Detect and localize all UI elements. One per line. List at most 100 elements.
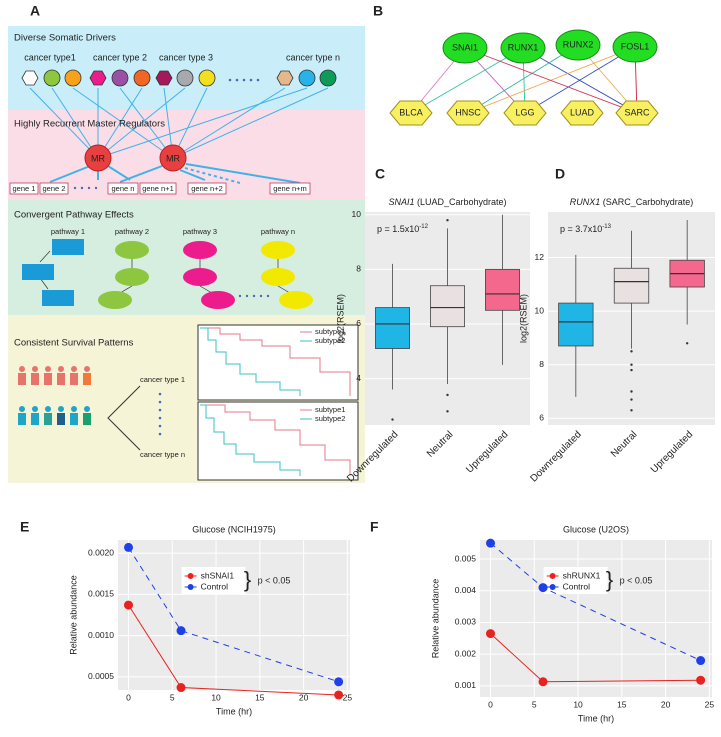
x-tick-label: Upregulated: [464, 429, 510, 475]
label: cancer type 1: [140, 375, 185, 384]
x-tick-label: 20: [661, 699, 671, 709]
km-curve: [200, 327, 351, 396]
label: cancer type 2: [93, 52, 147, 62]
data-point: [334, 690, 344, 700]
y-tick-label: 10: [352, 209, 362, 219]
label: pathway n: [261, 227, 295, 236]
panel-label: D: [555, 166, 565, 182]
regulator-node: [84, 144, 112, 172]
legend-label: shSNAI1: [201, 570, 235, 580]
title-rest: (SARC_Carbohydrate): [600, 197, 693, 207]
x-tick-label: 15: [255, 692, 265, 702]
y-tick-label: 0.004: [455, 585, 477, 595]
panel-label: B: [373, 3, 383, 19]
patient-icons: [18, 366, 91, 425]
section-title: Diverse Somatic Drivers: [14, 33, 116, 44]
y-tick-label: 8: [539, 359, 544, 369]
ellipsis-dots: [158, 392, 162, 436]
km-curve: [200, 327, 301, 396]
label: pathway 2: [115, 227, 149, 236]
brace: }: [244, 567, 251, 592]
regulator-node: [159, 144, 187, 172]
label: cancer type1: [24, 52, 76, 62]
outlier: [630, 368, 633, 372]
legend-box: [543, 567, 608, 594]
chart-title: Glucose (U2OS): [563, 524, 629, 534]
annotation: p < 0.05: [620, 575, 653, 585]
node-label: LUAD: [570, 107, 595, 117]
legend-label: subtype1: [315, 327, 345, 336]
title-rest: (LUAD_Carbohydrate): [414, 197, 506, 207]
gene-label: gene 2: [43, 184, 66, 193]
y-tick-label: 0.001: [455, 680, 477, 690]
data-point: [538, 583, 548, 593]
title-gene: RUNX1: [570, 197, 601, 207]
legend-box: [181, 567, 246, 594]
x-tick-label: Upregulated: [649, 429, 695, 475]
x-tick-label: 25: [705, 699, 715, 709]
data-point: [124, 600, 134, 610]
label: cancer type n: [286, 52, 340, 62]
annotation: p < 0.05: [258, 575, 291, 585]
x-tick-label: Downregulated: [528, 429, 583, 484]
y-tick-label: 0.002: [455, 648, 477, 658]
regulator-label: MR: [166, 153, 180, 163]
panel-b: B SNAI1 RUNX1 RUNX2 FOSL1 BLCA HNSC LGG …: [373, 3, 659, 126]
y-tick-label: 0.0010: [88, 630, 114, 640]
annotation-text: p = 3.7x10: [560, 224, 602, 234]
outlier: [630, 409, 633, 412]
ellipsis-dots: [228, 78, 260, 82]
node-label: FOSL1: [621, 41, 650, 51]
x-axis-label: Time (hr): [216, 706, 252, 716]
node-label: RUNX2: [563, 39, 594, 49]
annotation-exp: -13: [602, 224, 611, 230]
outlier: [685, 342, 689, 345]
km-curve: [200, 404, 351, 476]
legend-label: Control: [563, 581, 591, 591]
x-tick-label: 0: [126, 692, 131, 702]
x-axis-label: Time (hr): [578, 713, 614, 723]
gene-label: gene n: [112, 184, 135, 193]
panel-a: A Diverse Somatic Drivers cancer type1 c…: [8, 3, 365, 483]
title-gene: SNAI1: [388, 197, 414, 207]
data-point: [176, 683, 186, 693]
data-point: [334, 677, 344, 687]
gene-label: gene 1: [13, 184, 36, 193]
x-tick-label: Neutral: [609, 429, 640, 460]
section-title: Highly Recurrent Master Regulators: [14, 119, 165, 130]
label: cancer type 3: [159, 52, 213, 62]
legend-marker: [187, 573, 194, 579]
y-tick-label: 8: [356, 264, 361, 274]
node-label: SARC: [624, 107, 650, 117]
label: cancer type n: [140, 450, 185, 459]
regulator-label: MR: [91, 153, 105, 163]
annotation: p = 3.7x10-13: [560, 224, 612, 235]
legend-label: shRUNX1: [563, 570, 601, 580]
node-label: BLCA: [399, 107, 423, 117]
gene-boxes: [9, 182, 311, 195]
brace: }: [606, 567, 613, 592]
legend-label: Control: [201, 581, 229, 591]
legend-label: subtype2: [315, 414, 345, 423]
outlier: [630, 398, 633, 401]
label: pathway 3: [183, 227, 217, 236]
data-point: [538, 677, 548, 687]
node-label: HNSC: [455, 107, 481, 117]
legend-marker: [549, 573, 556, 579]
plot-panel: [118, 540, 350, 690]
plot-panel: [480, 540, 712, 697]
x-tick-label: 5: [170, 692, 175, 702]
label: pathway 1: [51, 227, 85, 236]
regulator-edges: [49, 163, 301, 184]
node-label: SNAI1: [452, 42, 478, 52]
outlier: [446, 410, 449, 413]
section-title: Consistent Survival Patterns: [14, 338, 134, 349]
gene-label: gene n+2: [191, 184, 223, 193]
chart-title: SNAI1 (LUAD_Carbohydrate): [388, 197, 506, 207]
x-tick-label: 10: [573, 699, 583, 709]
legend-marker: [549, 584, 556, 590]
chart-title: Glucose (NCIH1975): [192, 524, 276, 534]
panel-label: E: [20, 519, 29, 535]
data-point: [124, 542, 134, 552]
